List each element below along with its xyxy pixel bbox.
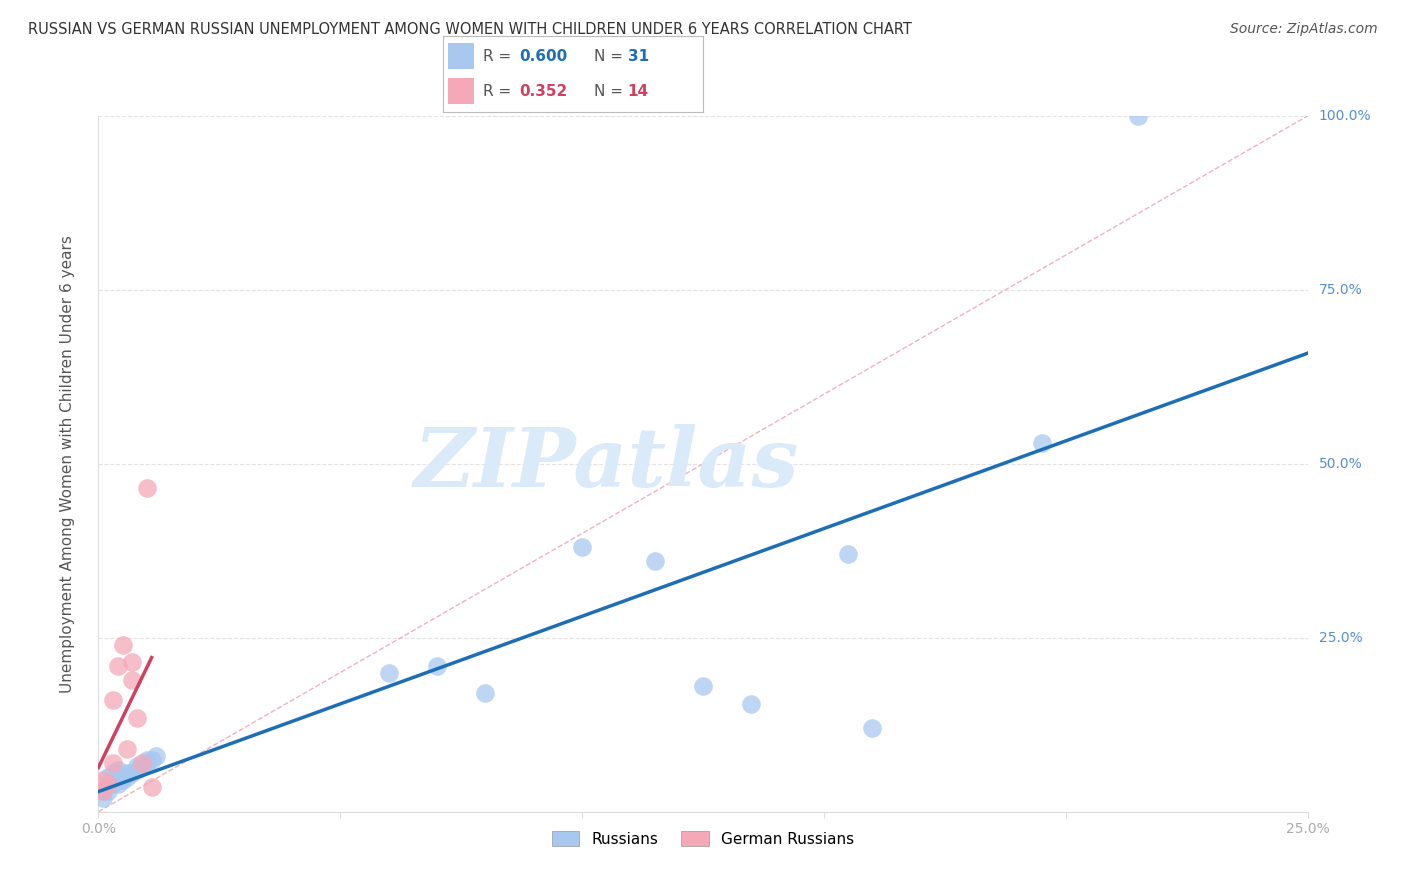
Point	[91, 784, 114, 798]
Point	[131, 756, 153, 770]
Bar	[449, 78, 474, 104]
Text: N =: N =	[593, 84, 627, 98]
Point	[141, 753, 163, 767]
Point	[141, 780, 163, 795]
Point	[145, 749, 167, 764]
Point	[97, 784, 120, 798]
Point	[131, 759, 153, 773]
Legend: Russians, German Russians: Russians, German Russians	[546, 824, 860, 853]
Point	[426, 658, 449, 673]
Text: RUSSIAN VS GERMAN RUSSIAN UNEMPLOYMENT AMONG WOMEN WITH CHILDREN UNDER 6 YEARS C: RUSSIAN VS GERMAN RUSSIAN UNEMPLOYMENT A…	[28, 22, 912, 37]
Point	[121, 655, 143, 669]
Text: Source: ZipAtlas.com: Source: ZipAtlas.com	[1230, 22, 1378, 37]
Point	[101, 693, 124, 707]
Text: 0.352: 0.352	[520, 84, 568, 98]
Point	[91, 784, 114, 798]
Point	[117, 742, 139, 756]
Point	[97, 777, 120, 791]
Point	[107, 763, 129, 777]
Point	[377, 665, 399, 680]
Point	[101, 756, 124, 770]
Point	[135, 481, 157, 495]
Text: 75.0%: 75.0%	[1319, 283, 1362, 297]
Point	[571, 541, 593, 555]
Point	[860, 721, 883, 735]
Point	[1031, 436, 1053, 450]
Point	[111, 638, 134, 652]
Point	[117, 770, 139, 784]
Text: 50.0%: 50.0%	[1319, 457, 1362, 471]
Point	[117, 766, 139, 780]
Point	[127, 759, 149, 773]
Point	[101, 766, 124, 780]
Point	[121, 673, 143, 687]
Text: 14: 14	[627, 84, 648, 98]
Text: 0.600: 0.600	[520, 49, 568, 63]
Point	[97, 770, 120, 784]
Point	[135, 756, 157, 770]
Point	[740, 697, 762, 711]
Text: ZIPatlas: ZIPatlas	[413, 424, 799, 504]
Bar	[449, 44, 474, 69]
Text: N =: N =	[593, 49, 627, 63]
Point	[127, 711, 149, 725]
Point	[107, 658, 129, 673]
Point	[135, 753, 157, 767]
Point	[91, 790, 114, 805]
Point	[91, 773, 114, 788]
Text: 25.0%: 25.0%	[1319, 631, 1362, 645]
Point	[837, 547, 859, 561]
Point	[474, 686, 496, 700]
Point	[692, 680, 714, 694]
Text: 100.0%: 100.0%	[1319, 109, 1371, 123]
Point	[111, 770, 134, 784]
Text: 31: 31	[627, 49, 648, 63]
Text: R =: R =	[484, 49, 516, 63]
Point	[111, 773, 134, 788]
Point	[1128, 109, 1150, 123]
Point	[644, 554, 666, 568]
Point	[107, 777, 129, 791]
Point	[121, 766, 143, 780]
Y-axis label: Unemployment Among Women with Children Under 6 years: Unemployment Among Women with Children U…	[60, 235, 75, 693]
Point	[101, 777, 124, 791]
Text: R =: R =	[484, 84, 516, 98]
Point	[127, 763, 149, 777]
